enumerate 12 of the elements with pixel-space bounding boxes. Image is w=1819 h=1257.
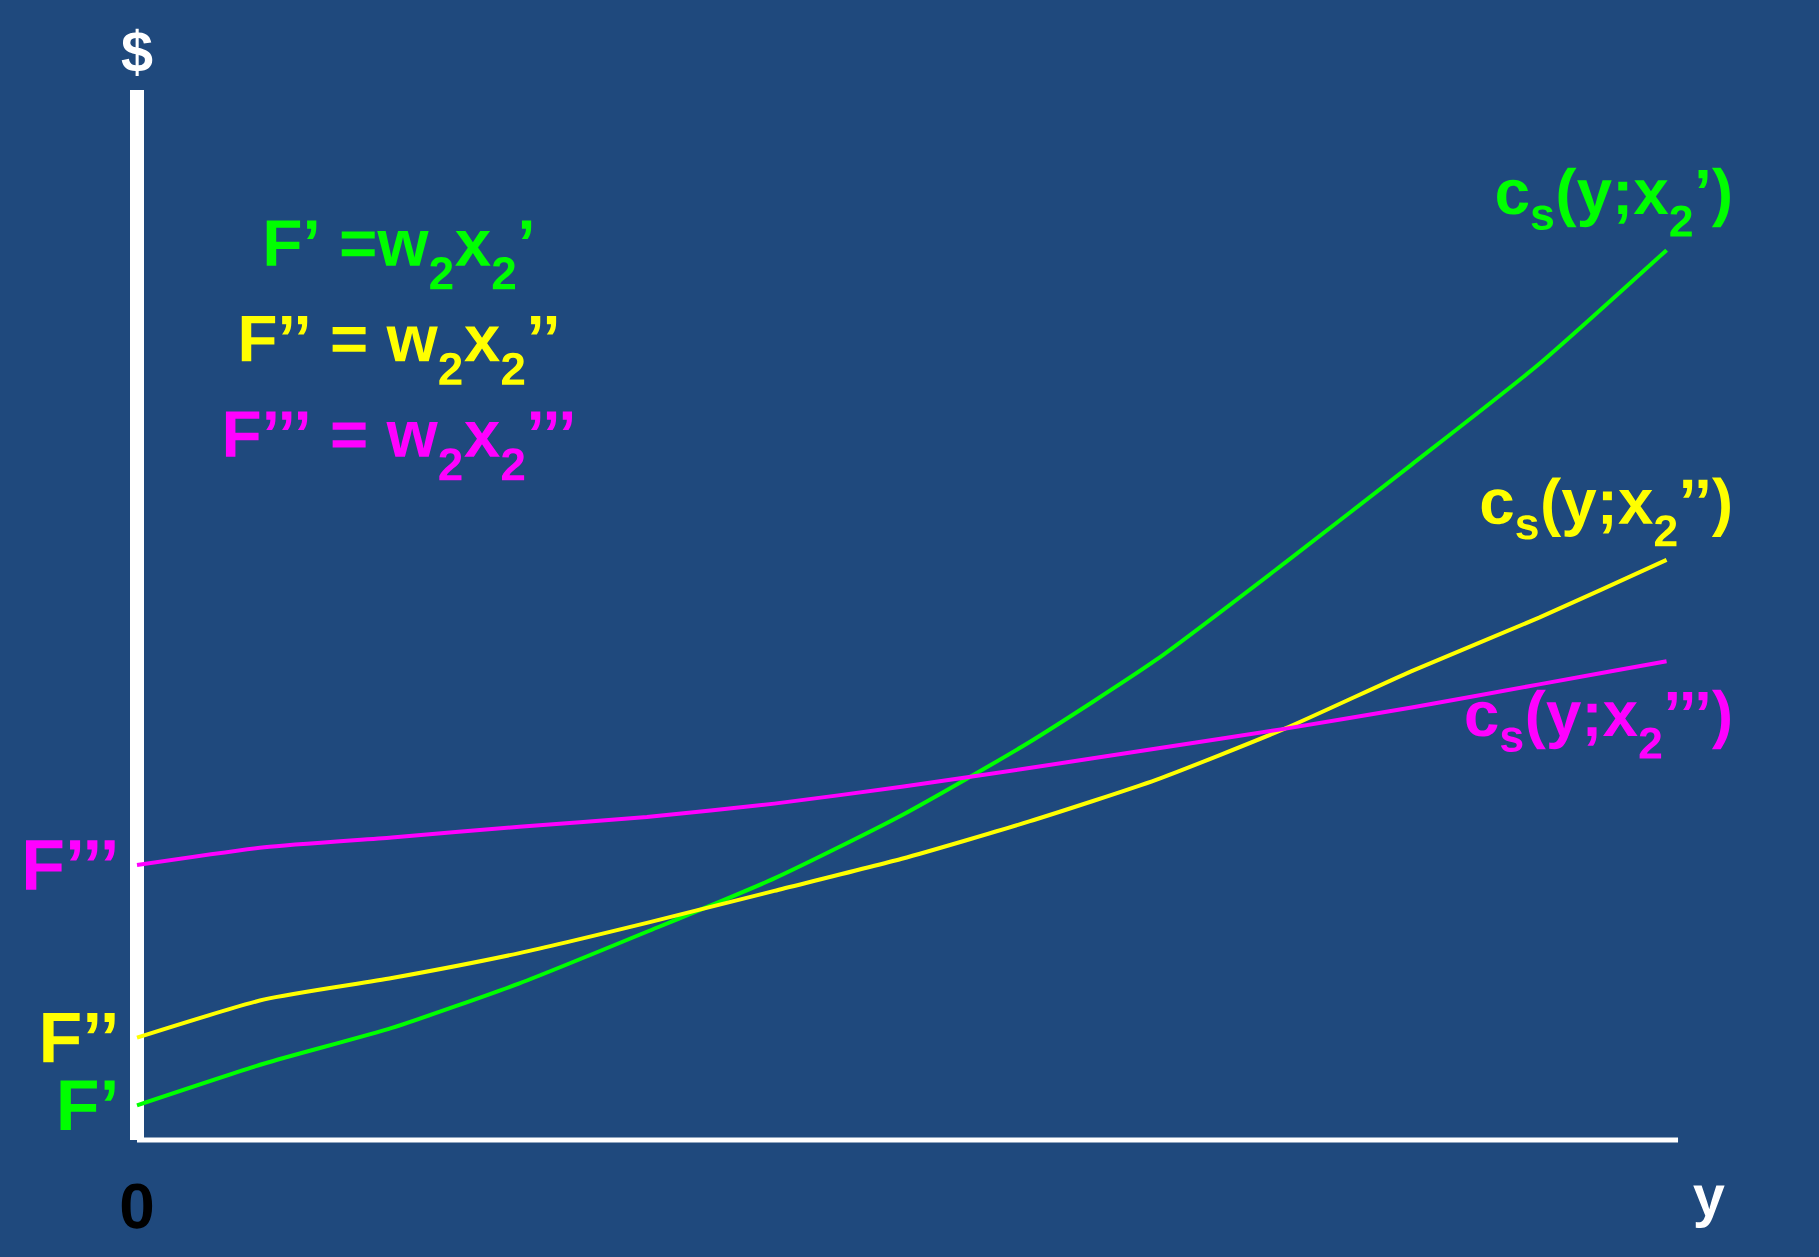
x-axis-title: y	[1693, 1185, 1725, 1229]
series-label: c$_{s}$(y;x$_{2}$’’’)	[1466, 689, 1730, 759]
annotation: F’ =w$_{2}$x$_{2}$’	[266, 220, 532, 290]
text: F’’’	[26, 840, 115, 890]
text: F’’	[43, 1012, 115, 1063]
series-label: c$_{s}$(y;x$_{2}$’’)	[1481, 477, 1730, 547]
annotation: F’’ = w$_{2}$x$_{2}$’’	[241, 315, 557, 385]
y-axis-title: $	[121, 28, 153, 76]
text: F’	[60, 1080, 115, 1130]
annotation: F’’’ = w$_{2}$x$_{2}$’’’	[225, 411, 572, 481]
text: 0	[121, 1183, 153, 1229]
series-label: c$_{s}$(y;x$_{2}$’)	[1497, 167, 1730, 237]
